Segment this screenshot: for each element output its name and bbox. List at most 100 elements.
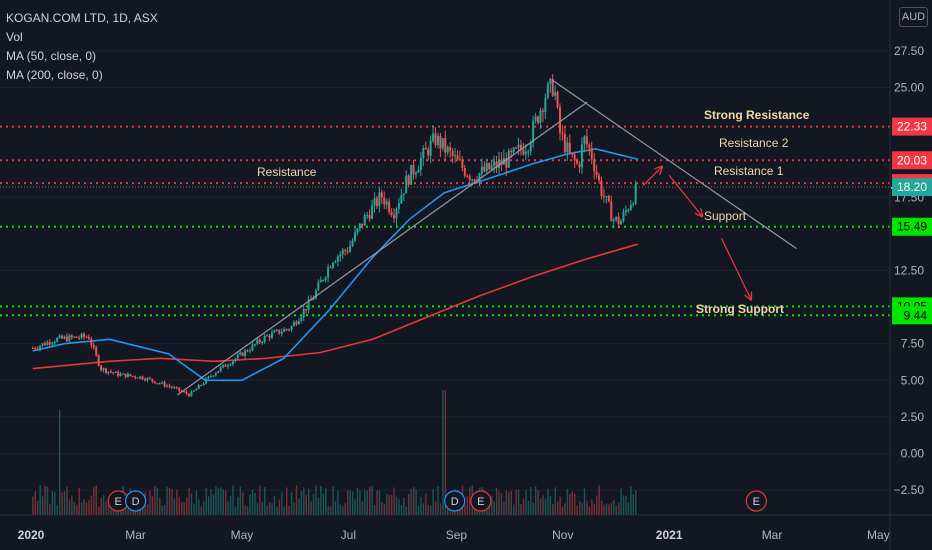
candle-body [488,163,491,170]
candle-body [427,149,430,156]
time-axis-label: 2021 [656,528,683,542]
volume-bar [242,492,244,515]
price-level-badge [892,217,932,236]
volume-indicator-label[interactable]: Vol [6,30,23,44]
candle-body [485,163,488,172]
volume-bar [620,488,622,515]
volume-bar [556,501,559,515]
volume-bar [98,506,100,515]
volume-bar [576,505,578,515]
candle-body [95,347,98,356]
candle-body [571,153,574,155]
volume-bar [342,506,344,515]
projection-arrow [642,167,662,187]
volume-bar [508,492,510,515]
volume-bar [430,505,432,515]
candle-body [505,158,508,168]
volume-bar [185,497,188,515]
volume-bar [207,496,210,515]
candle-body [490,165,493,170]
price-level-badge-label: 20.03 [897,153,927,167]
candle-body [219,367,222,371]
candle-body [331,262,334,268]
volume-bar [237,496,239,515]
candle-body [419,158,422,170]
ma50-line [32,148,638,382]
volume-bar [574,494,576,515]
volume-bar [188,487,190,515]
volume-bar [105,501,107,515]
candle-body [183,391,186,393]
volume-bar [525,489,527,515]
volume-bar [100,497,102,515]
candle-body [602,195,605,198]
candle-body [231,361,234,365]
candle-body [458,159,461,161]
candle-body [190,391,193,397]
volume-bar [85,502,88,515]
time-axis-label: Jul [341,528,356,542]
candle-body [195,388,198,391]
volume-bar [566,488,569,515]
candle-body [317,282,320,291]
candle-body [251,344,254,351]
volume-bar [66,486,68,515]
volume-bar [232,485,234,515]
price-axis-label: 27.50 [894,44,924,58]
volume-bar [351,491,354,515]
volume-bar [259,485,261,515]
candle-body [97,355,100,366]
dividend-marker [444,490,466,512]
volume-bar [322,494,325,515]
candle-body [148,377,151,379]
volume-bar [627,502,630,515]
volume-bar [54,492,56,515]
volume-bar [295,485,298,515]
volume-bar [586,500,588,515]
candle-body [407,175,410,185]
volume-bar [46,486,49,515]
volume-bar [364,489,366,515]
volume-bar [93,487,95,515]
candle-body [305,308,308,311]
price-axis-label: 0.00 [901,447,925,461]
volume-bar [58,410,61,515]
candle-body [280,331,283,334]
volume-bar [227,501,229,515]
candle-body [537,116,540,123]
candle-body [266,335,269,337]
volume-bar [159,497,161,515]
candle-body [53,341,56,344]
candle-body [185,391,188,394]
volume-bar [596,495,598,515]
candle-body [112,372,115,374]
volume-bar [532,502,534,515]
candle-body [456,155,459,160]
ma200-indicator-label[interactable]: MA (200, close, 0) [6,68,103,82]
candle-body [493,161,496,166]
candle-body [402,193,405,196]
candle-body [234,358,237,362]
ma50-indicator-label[interactable]: MA (50, close, 0) [6,49,97,63]
candle-body [449,147,452,151]
event-marker-label: E [477,496,484,508]
candle-body [500,159,503,165]
volume-bar [83,499,85,515]
volume-bar [503,501,505,515]
resistance-label: Resistance [257,165,317,179]
symbol-title[interactable]: KOGAN.COM LTD, 1D, ASX [6,11,158,25]
candle-body [573,154,576,161]
currency-badge[interactable]: AUD [899,7,928,27]
candle-body [463,167,466,176]
candle-body [510,150,513,153]
volume-bar [288,505,290,515]
candle-body [322,279,325,281]
volume-bar [537,490,539,515]
volume-bar [34,491,36,515]
price-level-badge [892,151,932,170]
candle-body [568,142,571,154]
resistance-2-label: Resistance 2 [719,136,789,150]
candle-body [588,144,591,149]
candle-body [341,250,344,255]
